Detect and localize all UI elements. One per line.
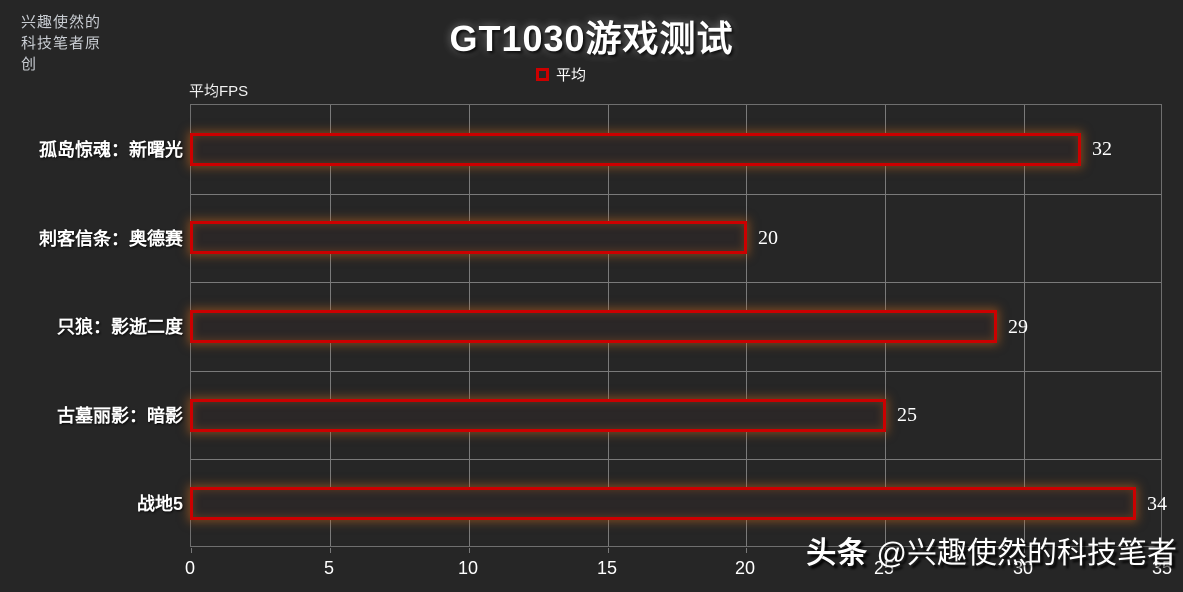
bar-2 xyxy=(190,310,997,343)
axis-tick xyxy=(330,548,331,553)
gridline-horizontal xyxy=(191,459,1161,460)
axis-tick xyxy=(469,548,470,553)
watermark-brand: 头条 xyxy=(806,537,869,570)
watermark-handle: @兴趣使然的科技笔者 xyxy=(876,537,1177,570)
value-axis-title: 平均FPS xyxy=(189,83,249,100)
x-tick-label: 15 xyxy=(596,558,618,578)
x-tick-label: 25 xyxy=(873,558,895,578)
category-label: 战地5 xyxy=(136,493,183,514)
bar-value-label: 29 xyxy=(1008,316,1028,338)
x-tick-label: 0 xyxy=(184,558,195,578)
bar-value-label: 25 xyxy=(897,404,917,426)
bar-4 xyxy=(190,487,1136,520)
gridline-horizontal xyxy=(191,194,1161,195)
x-tick-label: 35 xyxy=(1151,558,1173,578)
category-label: 古墓丽影：暗影 xyxy=(57,405,183,426)
legend-swatch-icon xyxy=(536,68,549,81)
bar-value-label: 34 xyxy=(1147,493,1167,515)
category-label: 孤岛惊魂：新曙光 xyxy=(39,139,183,160)
bar-value-label: 20 xyxy=(758,227,778,249)
axis-tick xyxy=(746,548,747,553)
axis-tick xyxy=(1163,548,1164,553)
bar-value-label: 32 xyxy=(1092,138,1112,160)
x-tick-label: 10 xyxy=(457,558,479,578)
gridline-horizontal xyxy=(191,371,1161,372)
axis-tick xyxy=(191,548,192,553)
legend: 平均 xyxy=(536,64,586,85)
axis-tick xyxy=(885,548,886,553)
gridline-horizontal xyxy=(191,282,1161,283)
top-watermark: 兴趣使然的科技笔者原创 xyxy=(21,13,102,73)
bottom-watermark: 头条 @兴趣使然的科技笔者 xyxy=(806,536,1177,572)
axis-tick xyxy=(608,548,609,553)
bar-0 xyxy=(190,133,1081,166)
axis-tick xyxy=(1024,548,1025,553)
plot-area: 32 20 29 25 34 xyxy=(190,104,1167,553)
gridline-vertical xyxy=(1024,105,1025,546)
category-label: 只狼：影逝二度 xyxy=(57,316,183,337)
x-tick-label: 5 xyxy=(323,558,334,578)
bar-3 xyxy=(190,399,886,432)
x-tick-label: 20 xyxy=(734,558,756,578)
x-tick-label: 30 xyxy=(1012,558,1034,578)
chart-title: GT1030游戏测试 xyxy=(449,18,734,59)
bar-1 xyxy=(190,221,747,254)
category-label: 刺客信条：奥德赛 xyxy=(39,228,183,249)
legend-label: 平均 xyxy=(556,67,587,84)
